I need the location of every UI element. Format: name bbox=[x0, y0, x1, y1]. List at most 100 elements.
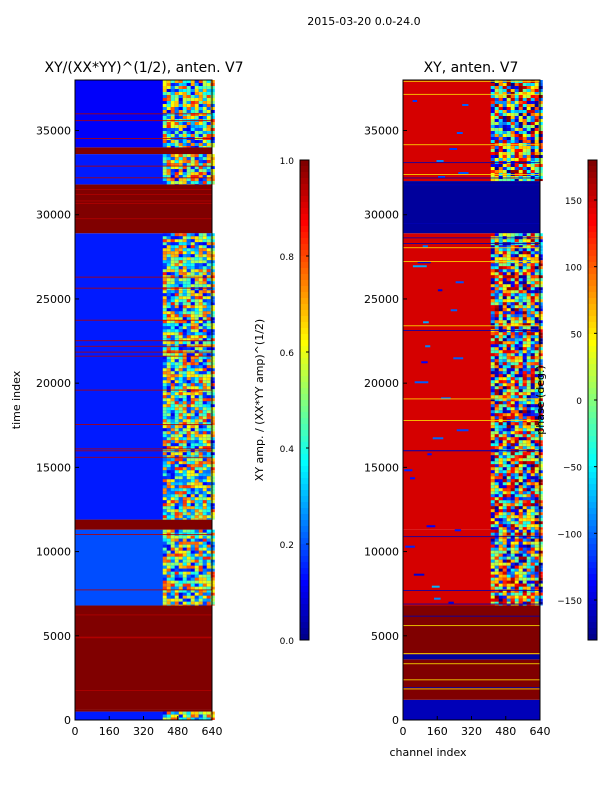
heatmap-cell bbox=[194, 538, 199, 542]
heatmap-cell bbox=[202, 491, 207, 495]
heatmap-cell bbox=[510, 431, 515, 435]
heatmap-cell bbox=[526, 104, 531, 107]
heatmap-cell bbox=[526, 503, 531, 507]
heatmap-cell bbox=[174, 266, 179, 270]
heatmap-cell bbox=[526, 389, 531, 393]
heatmap-cell bbox=[162, 392, 167, 396]
heatmap-cell bbox=[494, 365, 499, 369]
heatmap-cell bbox=[206, 461, 211, 465]
colorbar-step bbox=[300, 418, 309, 425]
heatmap-cell bbox=[530, 356, 535, 360]
heatmap-cell bbox=[186, 464, 191, 468]
colorbar-step bbox=[300, 580, 309, 587]
heatmap-cell bbox=[534, 443, 539, 447]
heatmap-cell bbox=[514, 176, 519, 179]
heatmap-cell bbox=[522, 467, 527, 471]
heatmap-cell bbox=[538, 308, 543, 312]
heatmap-cell bbox=[494, 149, 499, 152]
heatmap-cell bbox=[170, 236, 175, 240]
heatmap-cell bbox=[174, 236, 179, 240]
heatmap-cell bbox=[506, 311, 511, 315]
heatmap-cell bbox=[182, 296, 187, 300]
heatmap-cell bbox=[198, 425, 203, 429]
heatmap-cell bbox=[178, 116, 183, 119]
heatmap-cell bbox=[514, 308, 519, 312]
heatmap-cell bbox=[514, 290, 519, 294]
heatmap-cell bbox=[194, 181, 199, 185]
heatmap-cell bbox=[202, 410, 207, 414]
heatmap-cell bbox=[182, 574, 187, 578]
heatmap-cell bbox=[534, 395, 539, 399]
heatmap-cell bbox=[502, 290, 507, 294]
heatmap-cell bbox=[182, 404, 187, 408]
heatmap-cell bbox=[502, 263, 507, 267]
heatmap-cell bbox=[502, 544, 507, 548]
heatmap-cell bbox=[170, 110, 175, 113]
heatmap-cell bbox=[194, 236, 199, 240]
heatmap-cell bbox=[194, 395, 199, 399]
colorbar-step bbox=[588, 370, 597, 377]
heatmap-cell bbox=[190, 428, 195, 432]
heatmap-cell bbox=[514, 580, 519, 584]
heatmap-cell bbox=[194, 473, 199, 477]
heatmap-cell bbox=[194, 335, 199, 339]
heatmap-cell bbox=[498, 107, 503, 110]
heatmap-cell bbox=[170, 320, 175, 324]
heatmap-cell bbox=[534, 577, 539, 581]
heatmap-cell bbox=[510, 374, 515, 378]
colorbar-step bbox=[588, 406, 597, 413]
heatmap-cell bbox=[538, 314, 543, 318]
heatmap-cell bbox=[170, 175, 175, 179]
heatmap-cell bbox=[166, 269, 171, 273]
heatmap-cell bbox=[162, 550, 167, 554]
heatmap-cell bbox=[518, 83, 523, 86]
heatmap-cell bbox=[190, 131, 195, 134]
heatmap-cell bbox=[490, 257, 495, 261]
heatmap-cell bbox=[494, 562, 499, 566]
heatmap-cell bbox=[514, 398, 519, 402]
heatmap-cell bbox=[514, 407, 519, 411]
heatmap-cell bbox=[534, 473, 539, 477]
heatmap-cell bbox=[198, 428, 203, 432]
heatmap-cell bbox=[506, 278, 511, 282]
heatmap-cell bbox=[490, 89, 495, 92]
heatmap-cell bbox=[530, 146, 535, 149]
heatmap-cell bbox=[490, 515, 495, 519]
heatmap-cell bbox=[518, 95, 523, 98]
heatmap-cell bbox=[202, 251, 207, 255]
heatmap-cell bbox=[530, 416, 535, 420]
heatmap-cell bbox=[162, 181, 167, 185]
heatmap-cell bbox=[494, 137, 499, 140]
heatmap-cell bbox=[526, 284, 531, 288]
heatmap-cell bbox=[526, 263, 531, 267]
heatmap-cell bbox=[170, 428, 175, 432]
heatmap-cell bbox=[194, 377, 199, 381]
colorbar-step bbox=[588, 454, 597, 461]
heatmap-cell bbox=[502, 589, 507, 593]
heatmap-cell bbox=[202, 263, 207, 267]
heatmap-cell bbox=[194, 272, 199, 276]
heatmap-cell bbox=[502, 535, 507, 539]
heatmap-cell bbox=[538, 317, 543, 321]
heatmap-cell bbox=[194, 302, 199, 306]
heatmap-cell bbox=[186, 500, 191, 504]
heatmap-cell bbox=[514, 104, 519, 107]
heatmap-cell bbox=[182, 116, 187, 119]
colorbar-step bbox=[588, 520, 597, 527]
heatmap-cell bbox=[190, 98, 195, 101]
heatmap-cell bbox=[522, 266, 527, 270]
heatmap-cell bbox=[530, 494, 535, 498]
heatmap-cell bbox=[190, 562, 195, 566]
heatmap-cell bbox=[404, 469, 413, 472]
heatmap-cell bbox=[530, 86, 535, 89]
heatmap-cell bbox=[506, 506, 511, 510]
heatmap-cell bbox=[178, 92, 183, 95]
heatmap-cell bbox=[538, 374, 543, 378]
heatmap-cell bbox=[198, 419, 203, 423]
colorbar-tick-label: 150 bbox=[565, 197, 582, 207]
heatmap-cell bbox=[210, 341, 215, 345]
heatmap-cell bbox=[166, 296, 171, 300]
heatmap-cell bbox=[526, 335, 531, 339]
heatmap-cell bbox=[166, 494, 171, 498]
heatmap-cell bbox=[186, 380, 191, 384]
